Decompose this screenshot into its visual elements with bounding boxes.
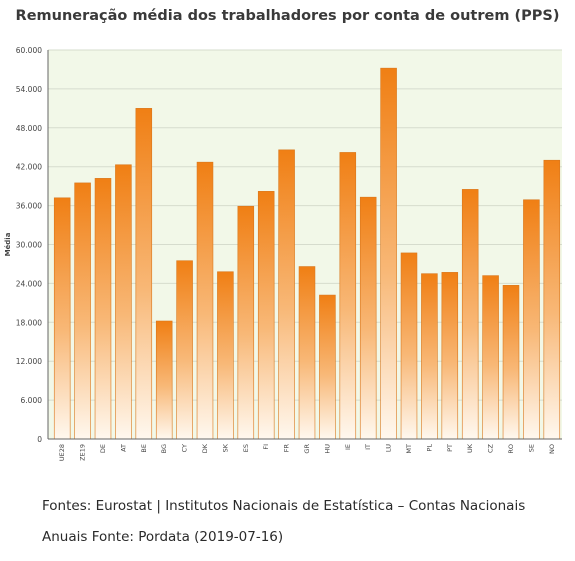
x-tick-label: ES (242, 444, 250, 452)
bar-uk (461, 189, 479, 440)
bar-chart: 0 6.000 12.000 18.000 24.000 30.000 36.000 42.0… (4, 46, 562, 461)
y-tick-label: 12.000 (16, 357, 42, 366)
x-tick-label: LU (385, 444, 393, 452)
bar-fi (257, 191, 275, 440)
bar-it (359, 196, 377, 440)
x-tick-label: RO (507, 444, 515, 454)
x-tick-label: SE (527, 444, 535, 452)
x-tick-label: IE (344, 444, 352, 450)
bar-mt (400, 252, 418, 440)
y-tick-label: 0 (37, 435, 42, 444)
x-tick-label: SK (221, 443, 229, 452)
y-tick-label: 6.000 (21, 396, 43, 405)
bar-gr (298, 266, 316, 440)
bar-bg (155, 320, 173, 440)
bar-no (543, 159, 561, 440)
axes (47, 50, 562, 440)
x-tick-label: HU (323, 444, 331, 454)
x-tick-label: BE (140, 444, 148, 453)
y-tick-label: 54.000 (16, 85, 42, 94)
bar-fr (278, 149, 295, 440)
bar-es (237, 205, 255, 440)
bar-ue28 (53, 197, 71, 440)
source-note-line1: Fontes: Eurostat | Institutos Nacionais … (42, 498, 526, 514)
bar-be (135, 108, 153, 440)
y-tick-label: 24.000 (16, 279, 42, 288)
bar-pt (441, 272, 459, 440)
y-tick-label: 18.000 (16, 318, 42, 327)
x-tick-label: BG (160, 444, 168, 453)
y-tick-labels: 0 6.000 12.000 18.000 24.000 30.000 36.000 42.0… (16, 46, 42, 444)
x-tick-label: ZE19 (79, 444, 87, 461)
bar-at (115, 164, 132, 440)
bar-lu (380, 67, 397, 440)
x-tick-label: AT (119, 444, 127, 452)
bar-pl (421, 273, 438, 440)
bar-cz (482, 275, 499, 440)
y-tick-label: 30.000 (16, 241, 42, 250)
bar-cy (176, 260, 193, 440)
bar-dk (196, 161, 214, 440)
x-tick-label: MT (405, 444, 413, 454)
x-tick-label: IT (364, 444, 372, 450)
x-tick-label: CZ (487, 443, 495, 453)
x-tick-label: PL (425, 444, 433, 452)
bar-ro (502, 285, 520, 440)
x-tick-label: CY (181, 444, 189, 452)
x-tick-labels: UE28 ZE19 DE AT BE BG CY DK SK ES FI FR GR HU IE IT LU MT… (58, 443, 556, 461)
y-tick-label: 48.000 (16, 124, 42, 133)
x-tick-label: NO (548, 444, 556, 454)
chart-title: Remuneração média dos trabalhadores por … (15, 8, 560, 24)
y-axis-label: Média (4, 232, 12, 256)
bar-sk (217, 271, 234, 440)
x-tick-label: UE28 (58, 444, 66, 461)
x-tick-label: FI (262, 444, 270, 450)
y-tick-label: 60.000 (16, 46, 42, 55)
bar-hu (319, 294, 336, 440)
y-tick-label: 42.000 (16, 163, 42, 172)
x-tick-label: GR (303, 444, 311, 454)
x-tick-label: DK (201, 443, 209, 453)
y-tick-label: 36.000 (16, 202, 42, 211)
x-tick-label: UK (466, 443, 474, 453)
bar-de (94, 178, 112, 440)
x-tick-label: FR (283, 444, 291, 453)
bar-se (523, 199, 540, 440)
bar-ze19 (74, 182, 91, 440)
x-tick-label: PT (446, 444, 454, 452)
x-tick-label: DE (99, 444, 107, 453)
source-note-line2: Anuais Fonte: Pordata (2019-07-16) (42, 529, 284, 545)
bar-ie (339, 152, 357, 440)
